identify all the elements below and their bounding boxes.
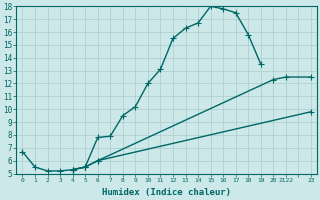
X-axis label: Humidex (Indice chaleur): Humidex (Indice chaleur) [102,188,231,197]
